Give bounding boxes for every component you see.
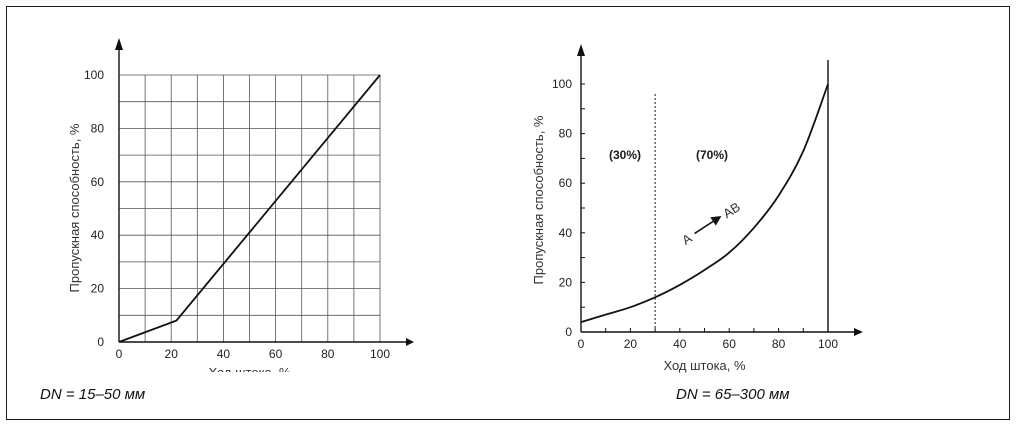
chart-2-x-tick-label: 80	[772, 337, 786, 351]
chart-2-x-tick-label: 40	[673, 337, 687, 351]
chart-1-y-tick-label: 0	[97, 335, 104, 349]
chart-1-x-tick-label: 20	[165, 347, 179, 361]
chart-2-y-tick-label: 40	[559, 226, 573, 240]
chart-2-series-curve	[580, 83, 829, 323]
chart-2-y-axis-label: Пропускная способность, %	[531, 115, 546, 284]
chart-1-series-line	[118, 74, 381, 343]
chart-1-y-tick-label: 100	[84, 68, 104, 82]
chart-2-annotation-arrow-shaft	[694, 219, 716, 235]
chart-2-zone-label: (70%)	[696, 148, 728, 162]
chart-2-y-tick-label: 80	[559, 127, 573, 141]
chart-2-annotation-from: A	[679, 230, 695, 247]
chart-2-annotation-arrow-head	[710, 216, 722, 226]
chart-1-y-axis-label: Пропускная способность, %	[67, 123, 82, 292]
chart-2-zone-label: (30%)	[609, 148, 641, 162]
chart-1-y-tick-label: 20	[91, 282, 105, 296]
chart-1-x-tick-label: 80	[321, 347, 335, 361]
chart-1-x-tick-label: 40	[217, 347, 231, 361]
chart-1-x-tick-label: 60	[269, 347, 283, 361]
chart-1-xlabel-mask	[160, 372, 340, 382]
chart-2-y-tick-label: 60	[559, 176, 573, 190]
chart-2-y-tick-label: 100	[552, 77, 572, 91]
chart-2-caption: DN = 65–300 мм	[676, 386, 790, 403]
chart-2-annotation-to: AB	[720, 199, 743, 221]
chart-1-y-tick-label: 80	[91, 121, 105, 135]
chart-2-x-tick-label: 60	[723, 337, 737, 351]
chart-1-y-tick-label: 60	[91, 175, 105, 189]
chart-1-y-tick-label: 40	[91, 228, 105, 242]
figure-frame	[6, 6, 1010, 420]
chart-1-caption: DN = 15–50 мм	[40, 386, 146, 403]
chart-2-x-tick-label: 100	[818, 337, 838, 351]
chart-1-y-arrow	[115, 38, 123, 50]
chart-1-x-tick-label: 100	[370, 347, 390, 361]
chart-1-x-arrow	[406, 338, 414, 346]
chart-2-y-tick-label: 0	[565, 325, 572, 339]
chart-1-x-tick-label: 0	[116, 347, 123, 361]
chart-2-x-axis-label: Ход штока, %	[663, 358, 746, 373]
chart-2-flow-annotation: A AB	[679, 199, 743, 248]
chart-2-y-arrow	[577, 44, 585, 56]
chart-2-x-tick-label: 0	[578, 337, 585, 351]
chart-2-x-arrow	[854, 328, 863, 336]
chart-2-y-tick-label: 20	[559, 275, 573, 289]
chart-2-x-tick-label: 20	[624, 337, 638, 351]
